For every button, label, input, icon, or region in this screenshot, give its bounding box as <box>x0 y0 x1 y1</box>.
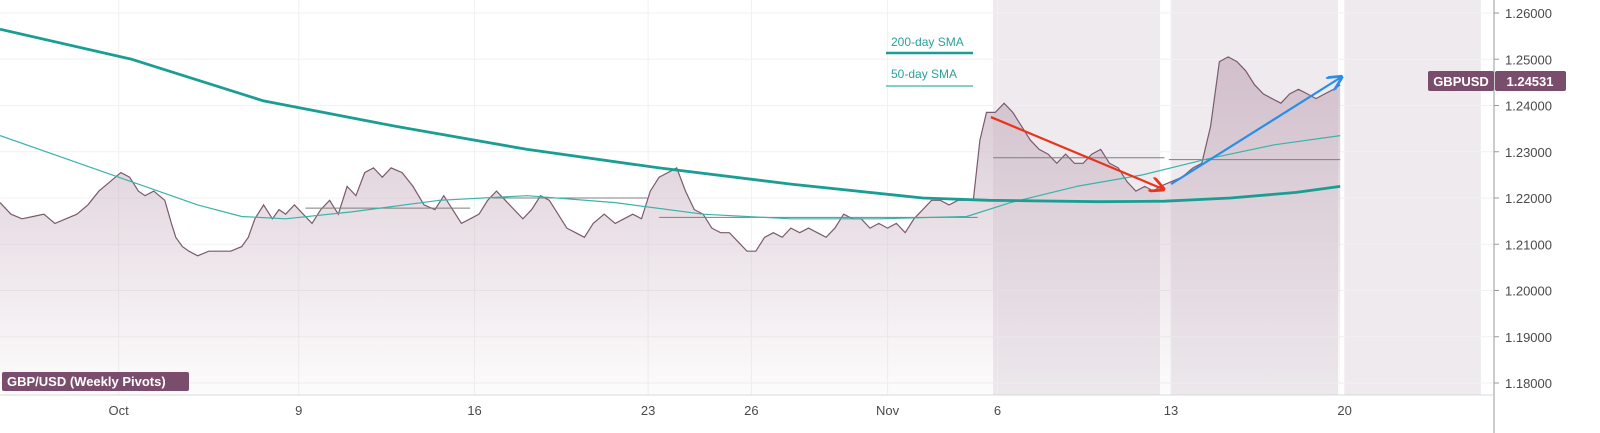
sma-legend: 200-day SMA 50-day SMA <box>886 35 973 87</box>
x-tick-label-4: 26 <box>744 403 758 418</box>
y-tick-label-0: 1.26000 <box>1505 6 1552 21</box>
axes: 1.26000 1.25000 1.24000 1.23000 1.22000 1.210… <box>0 0 1552 433</box>
last-price-tag-bg <box>1495 71 1566 91</box>
price-line <box>0 56 1341 257</box>
legend-50-day-sma: 50-day SMA <box>891 67 957 81</box>
y-tick-label-8: 1.18000 <box>1505 376 1552 391</box>
symbol-tag-bg <box>1428 71 1494 91</box>
x-tick-label-7: 13 <box>1164 403 1178 418</box>
sma-200-line <box>0 27 1341 204</box>
y-tick-label-6: 1.20000 <box>1505 284 1552 299</box>
symbol-tag: GBPUSD <box>1433 74 1489 89</box>
y-tick-label-3: 1.23000 <box>1505 145 1552 160</box>
trend-arrow-0 <box>990 116 1162 189</box>
x-tick-label-3: 23 <box>641 403 655 418</box>
y-tick-label-5: 1.21000 <box>1505 237 1552 252</box>
x-tick-label-6: 6 <box>994 403 1001 418</box>
y-tick-labels: 1.26000 1.25000 1.24000 1.23000 1.22000 1.210… <box>1494 6 1552 391</box>
x-tick-label-5: Nov <box>876 403 900 418</box>
chart-title-bg <box>2 372 189 391</box>
price-tags: GBPUSD 1.24531 <box>1428 71 1566 91</box>
last-price-tag: 1.24531 <box>1507 74 1554 89</box>
annotation-arrows-layer <box>990 78 1340 189</box>
price-area-fill <box>0 56 1341 396</box>
price-area-layer <box>0 56 1341 396</box>
x-tick-label-1: 9 <box>295 403 302 418</box>
trend-arrow-1 <box>1170 78 1340 186</box>
y-tick-label-2: 1.24000 <box>1505 99 1552 114</box>
x-tick-label-2: 16 <box>467 403 481 418</box>
y-tick-label-7: 1.19000 <box>1505 330 1552 345</box>
chart-title: GBP/USD (Weekly Pivots) <box>7 374 166 389</box>
chart-title-group: GBP/USD (Weekly Pivots) <box>2 372 189 391</box>
legend-200-day-sma: 200-day SMA <box>891 35 964 49</box>
x-tick-label-0: Oct <box>109 403 130 418</box>
x-tick-labels: Oct 9 16 23 26 Nov 6 13 20 <box>109 403 1352 418</box>
y-tick-label-4: 1.22000 <box>1505 191 1552 206</box>
y-tick-label-1: 1.25000 <box>1505 52 1552 67</box>
x-tick-label-8: 20 <box>1337 403 1351 418</box>
